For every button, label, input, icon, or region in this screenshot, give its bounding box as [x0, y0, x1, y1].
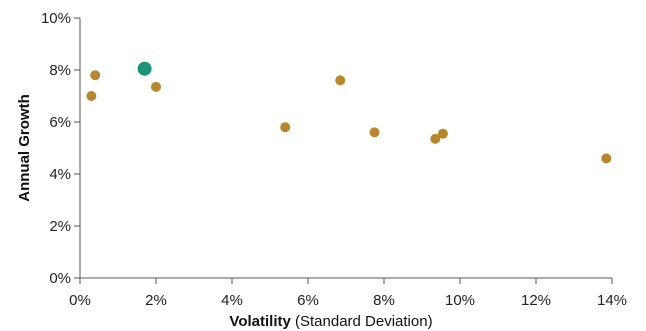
data-point	[335, 75, 346, 86]
highlighted-data-point	[137, 61, 152, 76]
data-point	[430, 133, 441, 144]
x-tick-label: 0%	[69, 292, 91, 309]
data-point	[90, 70, 101, 81]
points-group	[86, 61, 612, 164]
y-axis-title: Annual Growth	[16, 94, 33, 202]
axes-group	[79, 18, 612, 279]
data-point	[601, 153, 612, 164]
x-tick-label: 14%	[597, 292, 627, 309]
x-tick-label: 8%	[373, 292, 395, 309]
x-tick-label: 12%	[521, 292, 551, 309]
x-axis-title: Volatility (Standard Deviation)	[229, 313, 432, 330]
y-tick-label: 10%	[41, 10, 71, 27]
y-tick-label: 2%	[49, 218, 71, 235]
data-point	[86, 91, 97, 101]
data-point	[369, 127, 380, 138]
x-axis-title-bold: Volatility	[229, 313, 291, 330]
data-point	[280, 122, 291, 133]
x-ticks-group: 0% 2% 4% 6% 8% 10% 12% 14%	[69, 278, 627, 309]
x-tick-label: 2%	[145, 292, 167, 309]
y-tick-label: 6%	[49, 114, 71, 131]
x-tick-label: 6%	[297, 292, 319, 309]
y-tick-label: 0%	[49, 270, 71, 287]
data-point	[437, 128, 448, 139]
y-ticks-group: 0% 2% 4% 6% 8% 10%	[41, 10, 80, 287]
y-tick-label: 8%	[49, 62, 71, 79]
x-tick-label: 10%	[445, 292, 475, 309]
x-tick-label: 4%	[221, 292, 243, 309]
x-axis-title-rest: (Standard Deviation)	[291, 313, 433, 330]
y-tick-label: 4%	[49, 166, 71, 183]
data-point	[151, 81, 161, 92]
